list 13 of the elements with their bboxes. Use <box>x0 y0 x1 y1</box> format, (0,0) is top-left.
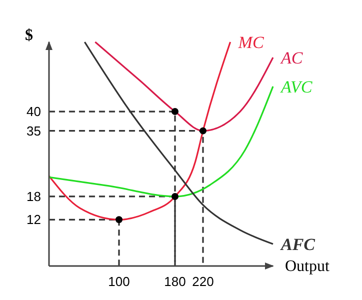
series-label: AC <box>280 48 304 68</box>
series-label: AVC <box>280 77 313 96</box>
x-tick-label: 100 <box>108 274 130 289</box>
x-axis-title: Output <box>285 258 330 275</box>
y-tick-label: 12 <box>26 212 41 228</box>
series-label: AFC <box>280 234 316 254</box>
y-tick-label: 18 <box>26 189 41 204</box>
y-tick-label: 40 <box>26 104 41 120</box>
series-label: MC <box>237 33 264 52</box>
x-tick-label: 220 <box>192 274 214 289</box>
y-tick-label: 35 <box>26 123 41 138</box>
y-axis-title: $ <box>25 27 33 44</box>
x-tick-label: 180 <box>164 274 186 289</box>
